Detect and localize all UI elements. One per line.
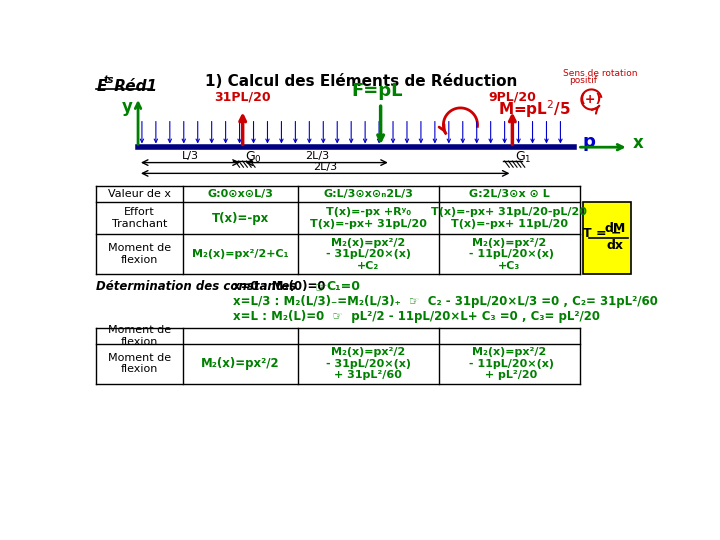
Text: T(x)=-px +Rʸ₀
T(x)=-px+ 31pL/20: T(x)=-px +Rʸ₀ T(x)=-px+ 31pL/20 <box>310 207 427 229</box>
Text: M₂(x)=px²/2
- 31pL/20×(x)
+C₂: M₂(x)=px²/2 - 31pL/20×(x) +C₂ <box>325 238 410 271</box>
Text: T(x)=-px: T(x)=-px <box>212 212 269 225</box>
Text: M=pL$^2$/5: M=pL$^2$/5 <box>498 99 571 120</box>
Text: ☞: ☞ <box>315 280 328 294</box>
Text: Valeur de x: Valeur de x <box>108 189 171 199</box>
Text: M₂(x)=px²/2: M₂(x)=px²/2 <box>201 357 279 370</box>
Text: Moment de
flexion: Moment de flexion <box>108 353 171 374</box>
Text: dx: dx <box>606 239 624 252</box>
Text: M₂(x)=px²/2
- 31pL/20×(x)
+ 31pL²/60: M₂(x)=px²/2 - 31pL/20×(x) + 31pL²/60 <box>325 347 410 380</box>
Text: M₂(x)=px²/2+C₁: M₂(x)=px²/2+C₁ <box>192 249 289 259</box>
Text: G$_1$: G$_1$ <box>515 150 531 165</box>
Text: x=L : M₂(L)=0  ☞  pL²/2 - 11pL/20×L+ C₃ =0 , C₃= pL²/20: x=L : M₂(L)=0 ☞ pL²/2 - 11pL/20×L+ C₃ =0… <box>233 309 600 323</box>
Text: positif: positif <box>569 76 597 85</box>
Text: 9PL/20: 9PL/20 <box>488 90 536 103</box>
Text: y: y <box>122 98 132 116</box>
Text: Moment de
flexion: Moment de flexion <box>108 325 171 347</box>
FancyBboxPatch shape <box>583 202 631 274</box>
Text: T(x)=-px+ 31pL/20-pL/20
T(x)=-px+ 11pL/20: T(x)=-px+ 31pL/20-pL/20 T(x)=-px+ 11pL/2… <box>431 207 588 229</box>
Text: x=0 : M₂(0)=0: x=0 : M₂(0)=0 <box>233 280 326 293</box>
Text: Réd1: Réd1 <box>109 79 157 93</box>
Text: E: E <box>96 79 107 93</box>
Text: G$_0$: G$_0$ <box>245 150 262 165</box>
Text: F=pL: F=pL <box>351 82 402 100</box>
Text: x=L/3 : M₂(L/3)₋=M₂(L/3)₊  ☞  C₂ - 31pL/20×L/3 =0 , C₂= 31pL²/60: x=L/3 : M₂(L/3)₋=M₂(L/3)₊ ☞ C₂ - 31pL/20… <box>233 295 658 308</box>
Text: Détermination des constantes: Détermination des constantes <box>96 280 297 293</box>
Text: Sens de rotation: Sens de rotation <box>563 70 637 78</box>
Text: ts: ts <box>103 75 114 85</box>
Text: G:2L/3⊙x ⊙ L: G:2L/3⊙x ⊙ L <box>469 189 549 199</box>
Text: M₂(x)=px²/2
 - 11pL/20×(x)
+C₃: M₂(x)=px²/2 - 11pL/20×(x) +C₃ <box>465 238 554 271</box>
Text: dM: dM <box>604 221 625 234</box>
Text: 31PL/20: 31PL/20 <box>215 90 271 103</box>
Text: 2L/3: 2L/3 <box>313 162 337 172</box>
Text: L/3: L/3 <box>182 151 199 161</box>
Text: 2L/3: 2L/3 <box>305 151 329 161</box>
Text: 1) Calcul des Eléments de Réduction: 1) Calcul des Eléments de Réduction <box>204 74 517 89</box>
Text: Effort
Tranchant: Effort Tranchant <box>112 207 167 229</box>
Text: x: x <box>632 134 643 152</box>
Text: Moment de
flexion: Moment de flexion <box>108 244 171 265</box>
Text: (+): (+) <box>580 93 603 106</box>
Text: G:0⊙x⊙L/3: G:0⊙x⊙L/3 <box>207 189 274 199</box>
Text: p: p <box>582 133 595 151</box>
Text: C₁=0: C₁=0 <box>326 280 361 293</box>
Text: M₂(x)=px²/2
 - 11pL/20×(x)
 + pL²/20: M₂(x)=px²/2 - 11pL/20×(x) + pL²/20 <box>465 347 554 380</box>
Text: G:L/3⊙x⊙ₙ2L/3: G:L/3⊙x⊙ₙ2L/3 <box>323 189 413 199</box>
Text: T = −: T = − <box>583 227 621 240</box>
